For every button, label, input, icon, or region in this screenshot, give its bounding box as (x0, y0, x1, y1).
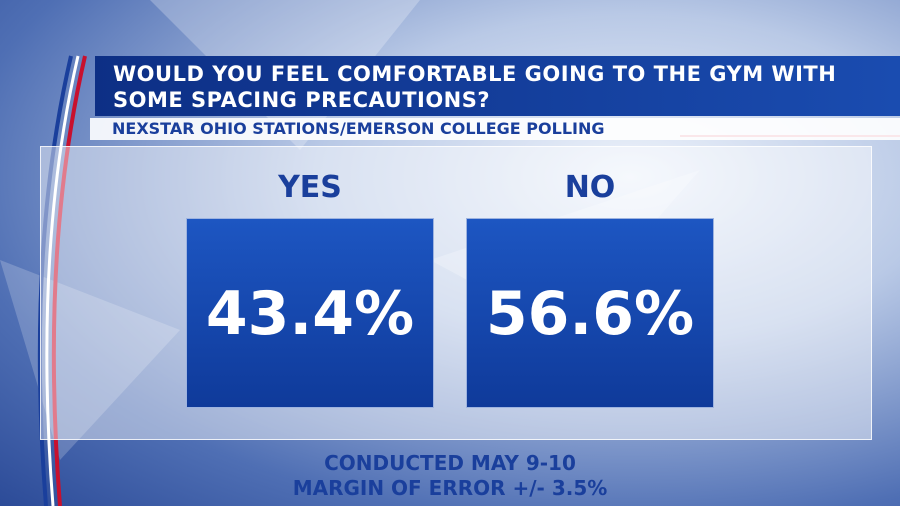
footer-line: CONDUCTED MAY 9-10 (324, 451, 576, 475)
panel (40, 146, 872, 440)
subtitle: NEXSTAR OHIO STATIONS/EMERSON COLLEGE PO… (90, 118, 900, 140)
answer-value: 43.4% (186, 218, 434, 408)
answer-label: NO (564, 170, 616, 205)
footer-line: MARGIN OF ERROR +/- 3.5% (292, 476, 608, 500)
title: WOULD YOU FEEL COMFORTABLE GOING TO THE … (95, 56, 900, 116)
answer-value: 56.6% (466, 218, 714, 408)
answer-label: YES (278, 170, 342, 205)
